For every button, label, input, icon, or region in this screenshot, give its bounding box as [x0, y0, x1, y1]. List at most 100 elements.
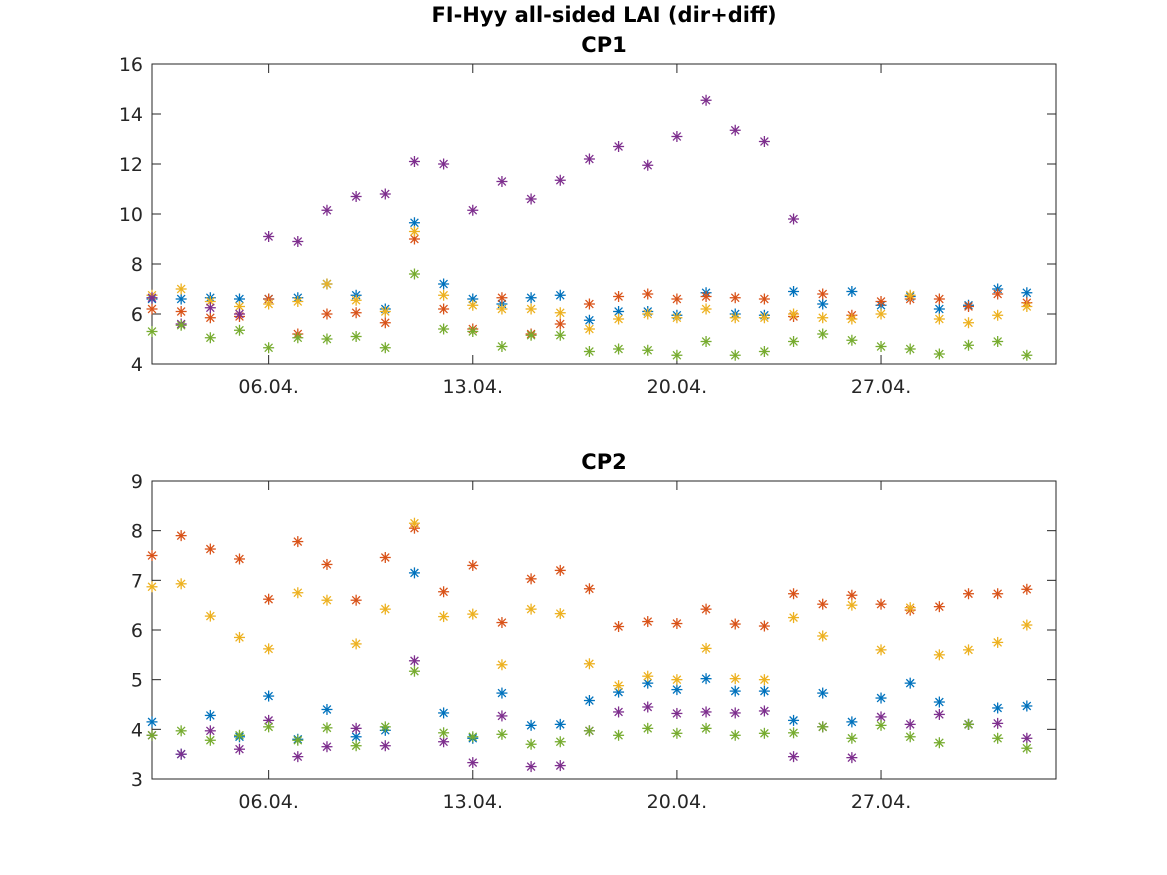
cp2-series-1-point [933, 696, 945, 708]
cp1-series-3-point [613, 313, 625, 325]
cp1-series-2-point [933, 293, 945, 305]
cp1-series-5-point [438, 323, 450, 335]
cp1-series-5-point [758, 346, 770, 357]
cp1-series-1-point [846, 286, 858, 297]
cp2-series-5-point [350, 740, 362, 752]
cp1-series-5-point [933, 348, 945, 360]
cp2-series-4-point [233, 743, 245, 755]
cp1-series-5-point [992, 336, 1004, 347]
cp2-series-4-point [1021, 732, 1033, 744]
cp2-ytick-label: 8 [131, 521, 143, 543]
cp2-series-1-point [992, 702, 1004, 714]
cp1-series-3-point [817, 312, 829, 324]
cp2-series-5-point [963, 718, 975, 730]
cp2-series-4-point [525, 761, 537, 773]
cp1-series-2-point [438, 303, 450, 315]
cp1-series-5-point [379, 342, 391, 354]
cp1-series-5-point [292, 332, 304, 344]
cp2-series-1-point [729, 685, 741, 697]
cp2-series-5-point [700, 722, 712, 734]
cp1-series-5-point [904, 343, 916, 355]
cp2-series-4-point [992, 717, 1004, 729]
cp2-series-2-point [525, 573, 537, 585]
cp2-series-3-point [846, 599, 858, 611]
cp2-series-1-point [904, 677, 916, 689]
cp2-series-2-point [467, 559, 479, 571]
cp1-series-1-point [175, 293, 187, 305]
cp1-series-3-point [933, 313, 945, 325]
cp1-series-5-point [729, 349, 741, 361]
cp1-series-4-point [583, 153, 595, 165]
cp2-series-2-point [175, 530, 187, 542]
cp1-series-2-point [321, 308, 333, 320]
cp1-series-5-point [788, 336, 800, 347]
cp2-ytick-label: 5 [131, 670, 143, 692]
cp1-series-3-point [583, 323, 595, 335]
cp1-series-4-point [292, 236, 304, 247]
cp2-series-1-point [525, 719, 537, 731]
cp1-series-4-point [408, 156, 420, 167]
cp1-series-5-point [233, 324, 245, 336]
cp2-series-3-point [963, 644, 975, 656]
cp1-series-4-point [642, 159, 654, 171]
cp1-series-5-point [263, 342, 275, 354]
cp2-series-5-point [817, 721, 829, 733]
cp2-series-4-point [671, 707, 683, 719]
cp2-series-4-point [904, 718, 916, 730]
cp1-series-5-point [408, 268, 420, 280]
cp2-series-3-point [467, 608, 479, 620]
cp2-series-2-point [963, 588, 975, 600]
cp1-series-3-point [729, 312, 741, 324]
cp1-series-3-point [438, 289, 450, 301]
cp2-series-2-point [788, 588, 800, 600]
cp1-ytick-label: 14 [119, 104, 143, 126]
cp1-series-2-point [146, 303, 158, 315]
cp2-series-3-point [788, 612, 800, 624]
cp2-series-1-point [875, 692, 887, 704]
cp1-series-5-point [700, 336, 712, 347]
cp2-series-1-point [146, 716, 158, 728]
cp2-series-2-point [204, 543, 216, 555]
cp1-series-1-point [525, 292, 537, 304]
cp2-series-2-point [146, 550, 158, 561]
cp2-series-2-point [729, 618, 741, 630]
cp2-series-3-point [204, 610, 216, 622]
cp2-series-3-point [729, 673, 741, 685]
cp1-series-4-point [613, 141, 625, 152]
cp1-series-3-point [700, 303, 712, 315]
cp1-series-5-point [321, 333, 333, 345]
cp1-series-5-point [846, 334, 858, 346]
cp2-series-2-point [292, 536, 304, 548]
cp2-series-3-point [904, 602, 916, 614]
cp1-series-5-point [583, 346, 595, 357]
cp2-series-3-point [438, 611, 450, 623]
cp2-series-3-point [321, 594, 333, 606]
cp2-title: CP2 [581, 450, 626, 474]
cp1-series-2-point [350, 307, 362, 319]
cp1-series-2-point [554, 318, 566, 330]
cp1-series-4-point [467, 204, 479, 216]
cp2-series-4-point [554, 760, 566, 772]
cp2-series-1-point [846, 716, 858, 728]
cp2-series-2-point [875, 598, 887, 610]
cp2-series-4-point [379, 740, 391, 752]
cp2-series-5-point [321, 722, 333, 734]
cp2-axis-ticks: 3 4 5 6 7 8 9 06.04. 13.04. 20.04. 27.04. [131, 471, 1056, 813]
cp2-series-4-point [204, 725, 216, 737]
cp2-series-5-point [554, 736, 566, 748]
cp2-series-2-point [233, 553, 245, 565]
cp1-marks [146, 94, 1033, 361]
cp2-series-3-point [408, 517, 420, 529]
cp2-xtick-label: 13.04. [443, 791, 503, 813]
cp2-series-1-point [408, 567, 420, 579]
cp2-series-3-point [613, 680, 625, 692]
cp1-series-3-point [467, 299, 479, 311]
cp2-series-1-point [321, 703, 333, 715]
cp2-series-4-point [408, 655, 420, 667]
cp1-series-3-point [1021, 301, 1033, 312]
cp1-series-2-point [379, 317, 391, 329]
cp2-series-3-point [554, 608, 566, 620]
cp1-series-2-point [613, 291, 625, 302]
cp1-series-3-point [496, 303, 508, 315]
cp2-series-1-point [554, 718, 566, 730]
